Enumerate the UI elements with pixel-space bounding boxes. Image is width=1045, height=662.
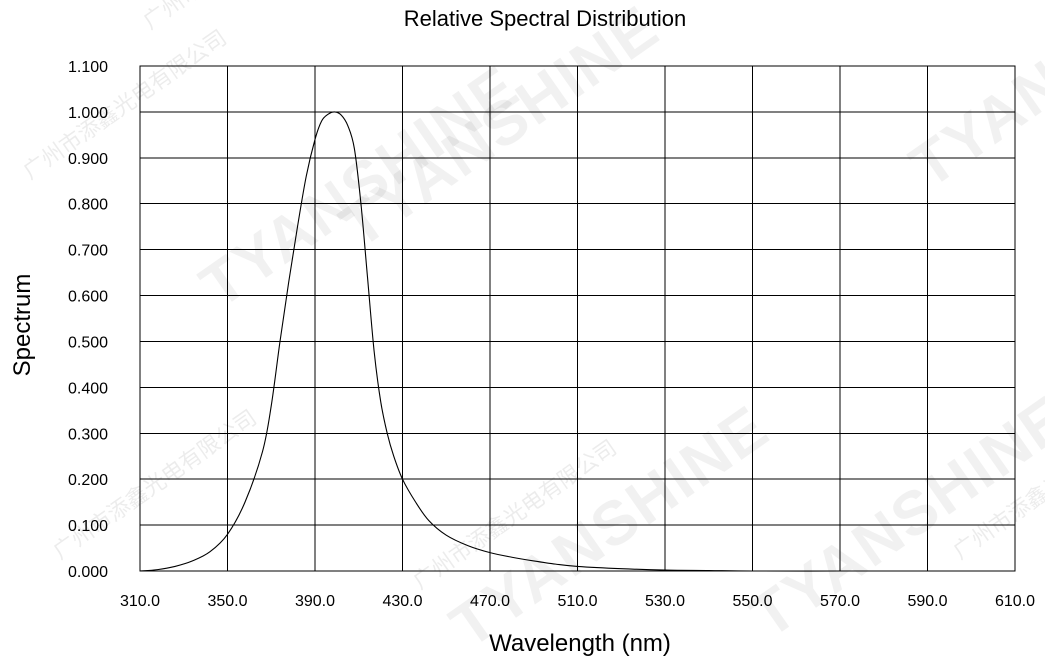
- x-tick-label: 470.0: [470, 593, 510, 610]
- x-tick-label: 570.0: [820, 593, 860, 610]
- x-tick-label: 530.0: [645, 593, 685, 610]
- y-tick-label: 0.500: [68, 334, 108, 351]
- y-tick-label: 0.800: [68, 197, 108, 214]
- y-tick-label: 0.900: [68, 151, 108, 168]
- x-tick-label: 310.0: [120, 593, 160, 610]
- plot-frame: [139, 65, 1016, 572]
- y-axis-label: Spectrum: [9, 274, 36, 377]
- x-tick-label: 550.0: [732, 593, 772, 610]
- watermark-tyanshine: TYANSHINE: [898, 0, 1045, 201]
- watermark-company: 广州市添鑫光电有限公司: [139, 0, 352, 35]
- y-tick-label: 1.000: [68, 105, 108, 122]
- x-axis-label: Wavelength (nm): [489, 630, 671, 657]
- spectrum-curve: [139, 111, 1015, 572]
- y-tick-label: 0.400: [68, 380, 108, 397]
- y-tick-label: 0.700: [68, 243, 108, 260]
- x-tick-label: 510.0: [557, 593, 597, 610]
- y-tick-label: 0.000: [68, 564, 108, 581]
- y-tick-label: 0.100: [68, 518, 108, 535]
- y-tick-label: 0.200: [68, 472, 108, 489]
- y-tick-label: 1.100: [68, 59, 108, 76]
- y-tick-label: 0.300: [68, 426, 108, 443]
- x-tick-label: 610.0: [995, 593, 1035, 610]
- x-tick-label: 430.0: [382, 593, 422, 610]
- watermark-company: 广州市添鑫光电有限公司: [19, 26, 232, 185]
- x-tick-label: 590.0: [907, 593, 947, 610]
- x-tick-label: 350.0: [207, 593, 247, 610]
- y-tick-label: 0.600: [68, 289, 108, 306]
- x-tick-label: 390.0: [295, 593, 335, 610]
- chart-title: Relative Spectral Distribution: [404, 6, 686, 31]
